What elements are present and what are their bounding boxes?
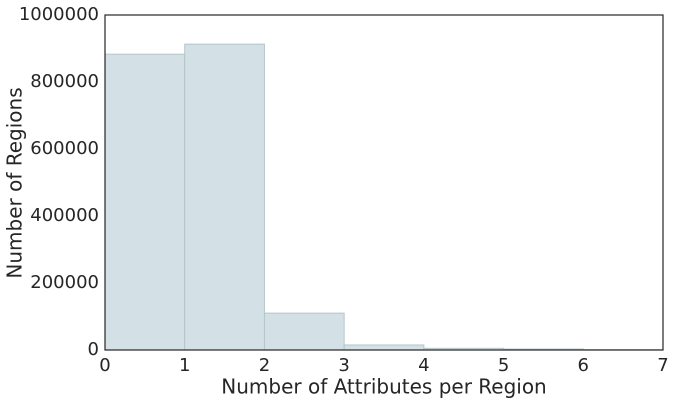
y-tick-label: 800000 bbox=[30, 71, 99, 92]
bar bbox=[263, 312, 345, 351]
x-tick-label: 5 bbox=[498, 355, 509, 376]
x-tick-label: 7 bbox=[657, 355, 668, 376]
plot-frame bbox=[104, 14, 664, 351]
x-tick-label: 2 bbox=[259, 355, 270, 376]
y-tick-label: 1000000 bbox=[19, 4, 99, 25]
y-axis-label: Number of Regions bbox=[3, 87, 27, 278]
y-tick-label: 0 bbox=[88, 339, 99, 360]
x-tick-label: 4 bbox=[418, 355, 429, 376]
bar bbox=[104, 53, 186, 351]
bar bbox=[343, 344, 425, 351]
y-tick-label: 400000 bbox=[30, 205, 99, 226]
x-axis-label: Number of Attributes per Region bbox=[221, 375, 546, 399]
y-tick-label: 200000 bbox=[30, 272, 99, 293]
x-tick-label: 0 bbox=[99, 355, 110, 376]
x-tick-label: 6 bbox=[578, 355, 589, 376]
x-tick-label: 1 bbox=[179, 355, 190, 376]
x-tick-label: 3 bbox=[338, 355, 349, 376]
bar bbox=[184, 43, 265, 351]
y-tick-label: 600000 bbox=[30, 138, 99, 159]
